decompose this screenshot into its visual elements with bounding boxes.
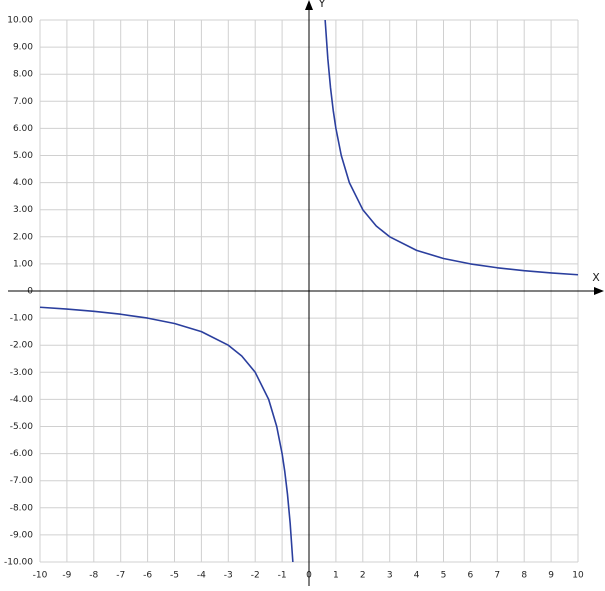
- y-tick-label: -5.00: [10, 422, 34, 432]
- x-tick-label: -9: [62, 571, 71, 581]
- plot: -10-9-8-7-6-5-4-3-2-1012345678910-10.00-…: [4, 0, 604, 586]
- y-tick-label: 6.00: [13, 124, 33, 134]
- x-tick-label: 4: [414, 571, 420, 581]
- x-tick-label: 8: [521, 571, 527, 581]
- x-tick-label: 1: [333, 571, 339, 581]
- x-tick-label: -10: [33, 571, 48, 581]
- x-axis-label: X: [592, 271, 600, 284]
- y-tick-label: -6.00: [10, 449, 34, 459]
- y-tick-label: 4.00: [13, 178, 33, 188]
- x-tick-label: -5: [170, 571, 179, 581]
- function-curve: [39, 19, 579, 563]
- x-tick-label: -2: [251, 571, 260, 581]
- y-tick-label: 3.00: [13, 205, 33, 215]
- y-tick-label: 8.00: [13, 70, 33, 80]
- x-tick-label: 5: [441, 571, 447, 581]
- y-tick-label: 1.00: [13, 259, 33, 269]
- x-tick-label: -8: [89, 571, 98, 581]
- y-tick-label: -4.00: [10, 395, 34, 405]
- x-tick-label: -4: [197, 571, 206, 581]
- x-tick-label: -7: [116, 571, 125, 581]
- y-tick-label: -2.00: [10, 341, 34, 351]
- y-tick-label: 2.00: [13, 232, 33, 242]
- x-tick-label: 9: [548, 571, 554, 581]
- x-tick-label: 3: [387, 571, 393, 581]
- x-tick-label: 2: [360, 571, 366, 581]
- y-tick-label: -7.00: [10, 476, 34, 486]
- y-tick-label: 10.00: [7, 16, 33, 26]
- x-tick-label: 7: [494, 571, 500, 581]
- y-axis-label: Y: [318, 0, 326, 10]
- y-tick-label: -1.00: [10, 314, 34, 324]
- x-axis-arrow: [594, 287, 604, 295]
- y-tick-label: -10.00: [4, 558, 33, 568]
- y-tick-label: -9.00: [10, 530, 34, 540]
- x-tick-label: 10: [572, 571, 584, 581]
- y-tick-label: -8.00: [10, 503, 34, 513]
- y-axis-arrow: [305, 0, 313, 10]
- x-tick-label: 6: [468, 571, 474, 581]
- y-tick-label: 5.00: [13, 151, 33, 161]
- y-tick-label: -3.00: [10, 368, 34, 378]
- x-tick-label: -1: [278, 571, 287, 581]
- x-tick-label: -6: [143, 571, 152, 581]
- y-tick-label: 7.00: [13, 97, 33, 107]
- x-tick-label: -3: [224, 571, 233, 581]
- y-tick-label: 9.00: [13, 43, 33, 53]
